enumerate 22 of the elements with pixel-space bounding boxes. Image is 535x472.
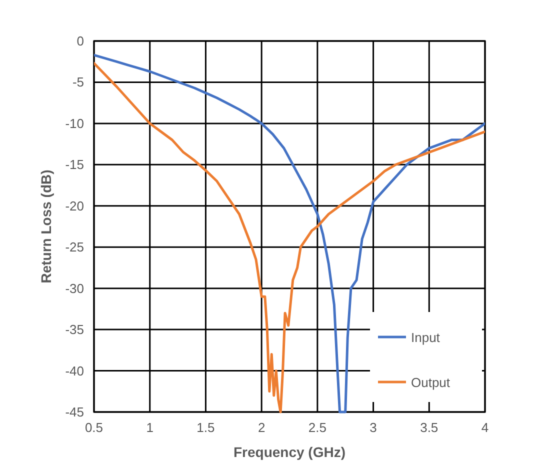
- x-tick-label: 3.5: [420, 420, 438, 435]
- x-tick-label: 4: [481, 420, 489, 435]
- y-tick-label: -5: [72, 74, 84, 90]
- y-tick-label: 0: [76, 34, 84, 48]
- x-tick-label: 2.5: [308, 420, 326, 435]
- x-tick-label: 0.5: [84, 420, 104, 435]
- y-tick-label: -25: [65, 240, 84, 255]
- y-tick-label: -20: [65, 198, 84, 214]
- y-tick-label: -40: [65, 363, 84, 378]
- y-tick-label: -15: [65, 157, 84, 172]
- x-tick-label: 1: [146, 420, 154, 435]
- legend-label: Output: [411, 375, 450, 390]
- x-tick-label: 3: [370, 420, 377, 435]
- y-tick-label: -10: [65, 116, 84, 131]
- y-axis-title: Return Loss (dB): [38, 170, 54, 284]
- x-axis-title: Frequency (GHz): [233, 444, 346, 460]
- legend-label: Input: [411, 330, 440, 345]
- y-tick-label: -45: [65, 404, 84, 420]
- y-tick-label: -30: [65, 280, 84, 296]
- x-tick-label: 1.5: [196, 420, 215, 435]
- x-tick-label: 2: [258, 420, 266, 435]
- y-tick-label: -35: [65, 322, 84, 338]
